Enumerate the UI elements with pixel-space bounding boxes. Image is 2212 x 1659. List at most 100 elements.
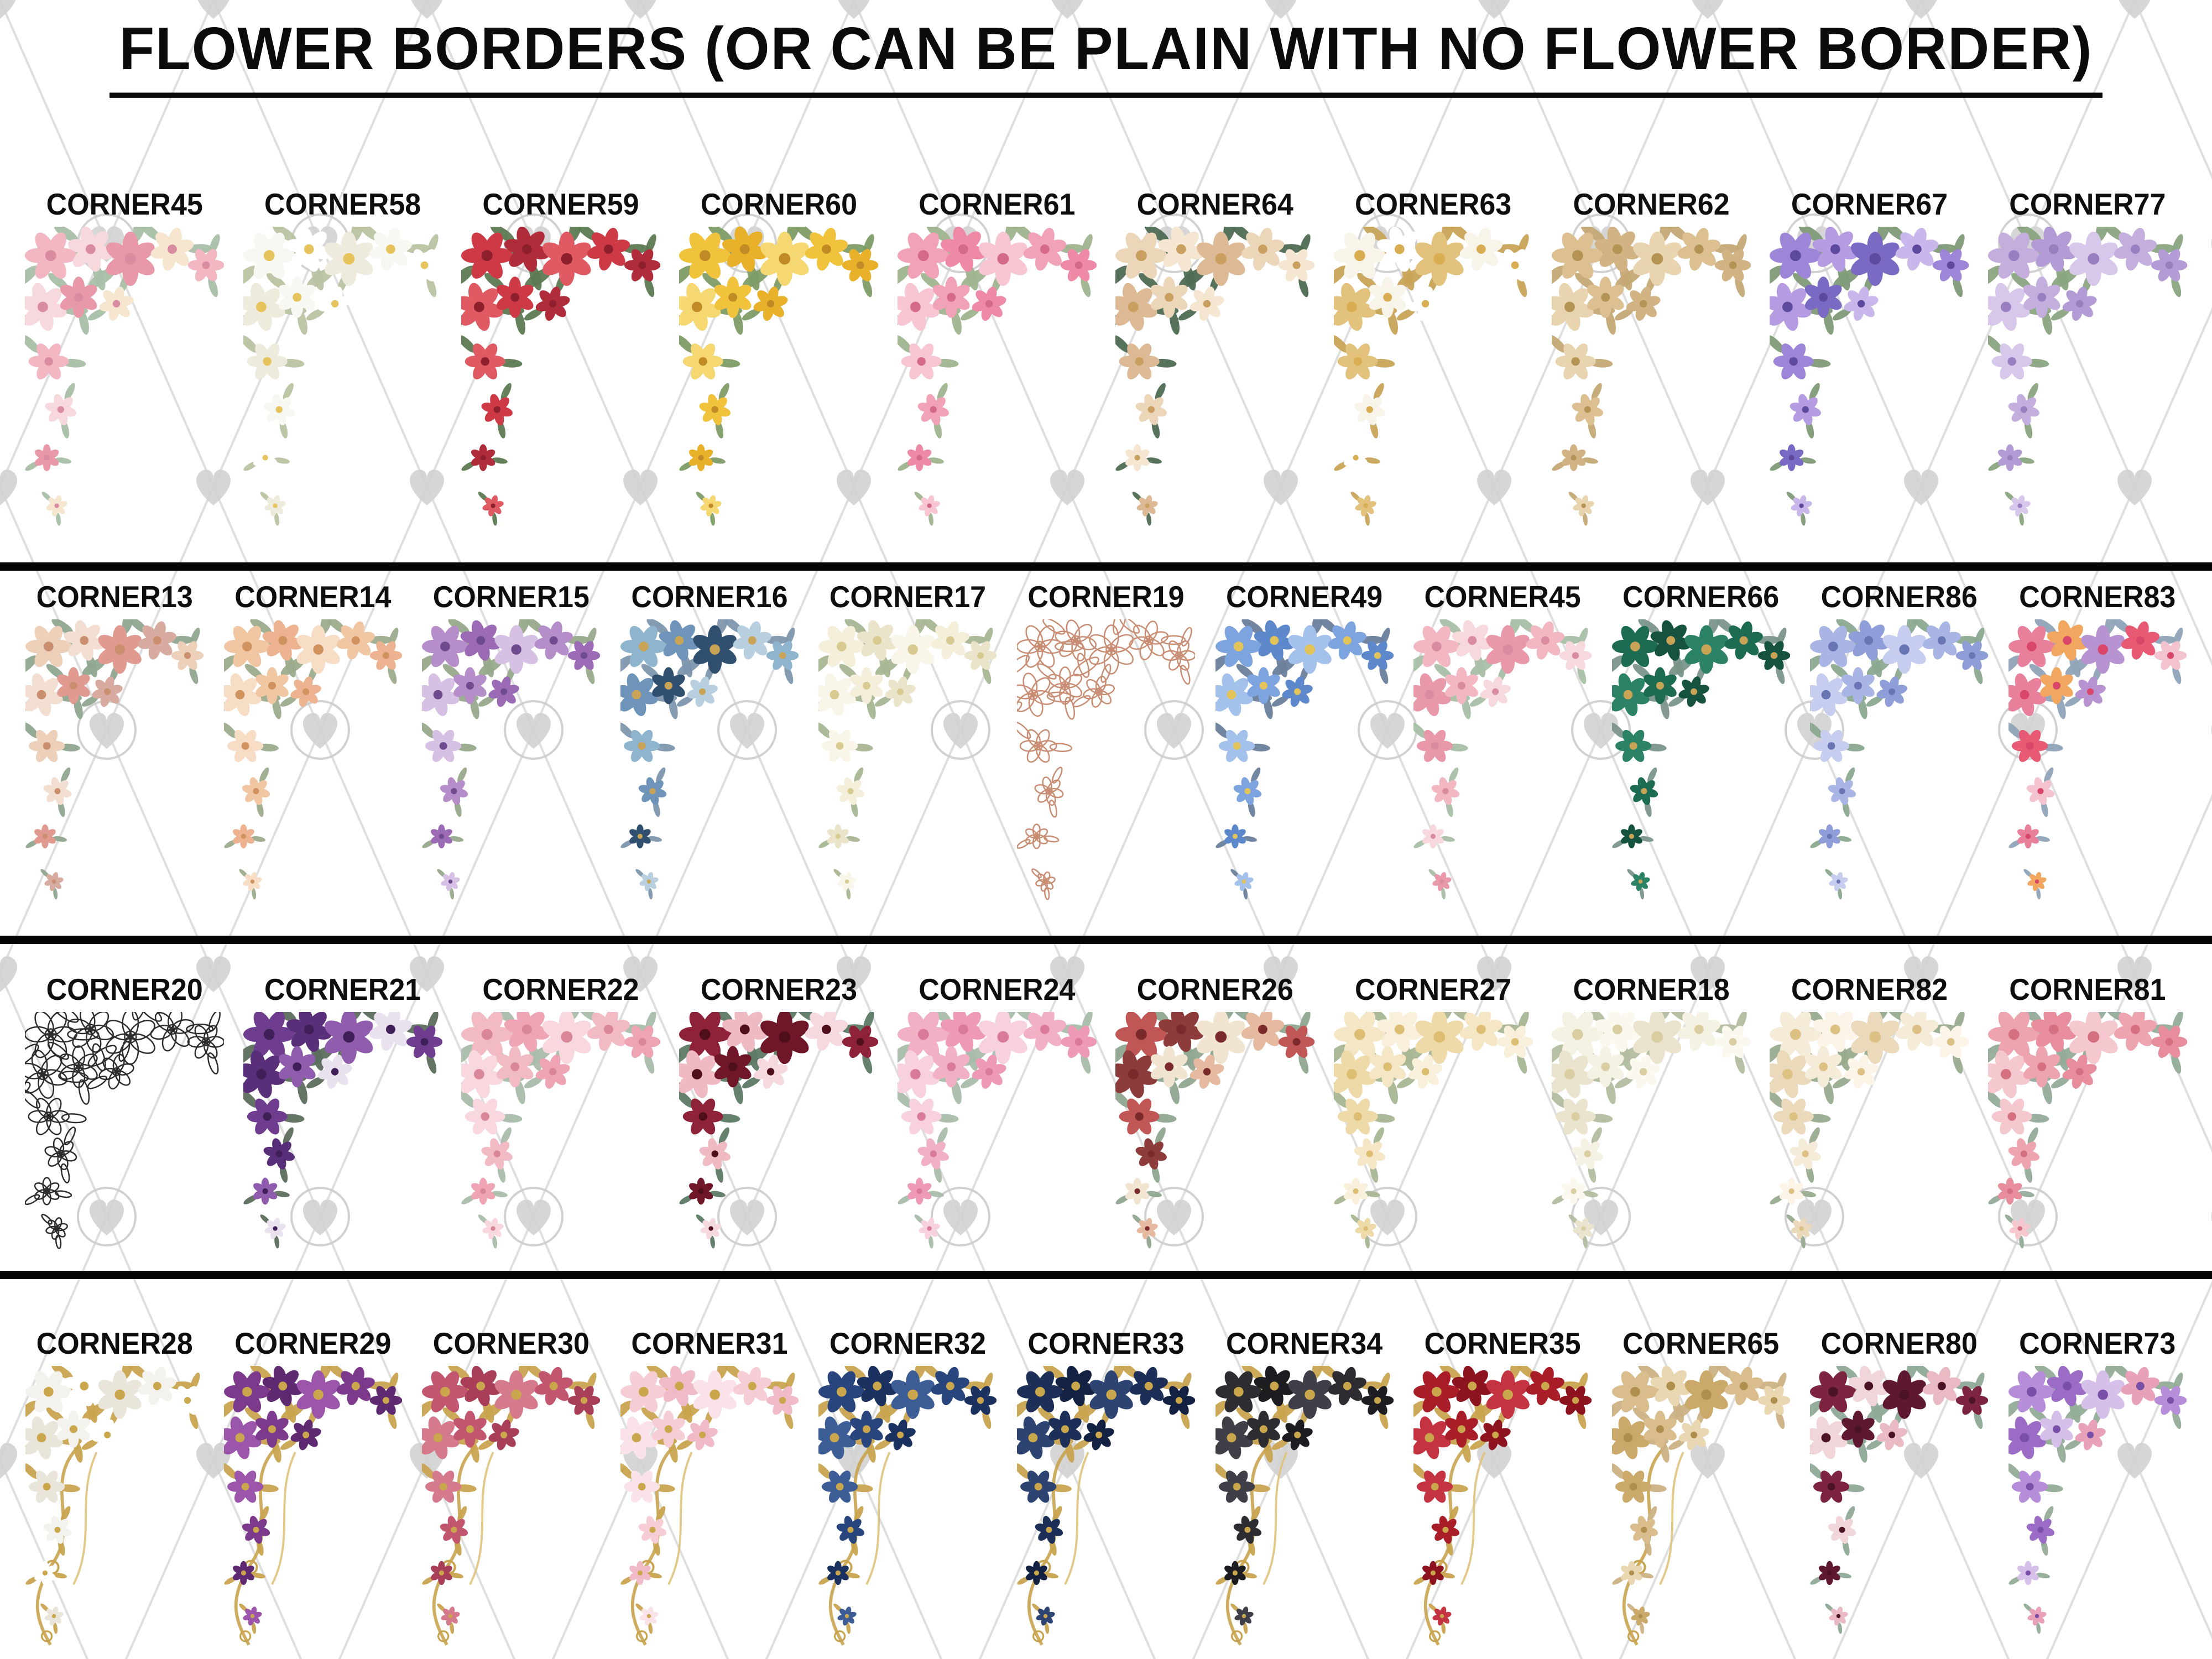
corner-item: CORNER17 bbox=[808, 581, 1007, 921]
corner-item: CORNER28 bbox=[15, 1327, 214, 1653]
corner-item: CORNER34 bbox=[1205, 1327, 1404, 1653]
corner-row-2: CORNER13 CORNER14 CORNER15 CORNER16 CORNER17… bbox=[15, 581, 2197, 921]
corner-flower-graphic bbox=[243, 1012, 442, 1249]
corner-item: CORNER45 bbox=[1404, 581, 1602, 921]
corner-item: CORNER15 bbox=[412, 581, 611, 921]
corner-flower-graphic bbox=[1810, 1366, 1989, 1634]
corner-row-1: CORNER45 CORNER58 CORNER59 CORNER60 CORNER61… bbox=[15, 188, 2197, 547]
corner-label: CORNER30 bbox=[432, 1327, 589, 1361]
corner-label: CORNER33 bbox=[1027, 1327, 1185, 1361]
corner-label: CORNER82 bbox=[1791, 973, 1948, 1007]
corner-item: CORNER24 bbox=[888, 973, 1106, 1261]
corner-item: CORNER31 bbox=[611, 1327, 809, 1653]
corner-row-4: CORNER28 CORNER29 CORNER30 CORNER31 CORNER32… bbox=[15, 1327, 2197, 1653]
corner-flower-graphic bbox=[1552, 227, 1751, 526]
corner-label: CORNER67 bbox=[1791, 187, 1948, 222]
corner-label: CORNER18 bbox=[1573, 973, 1730, 1007]
corner-flower-graphic bbox=[422, 619, 601, 900]
page-header: FLOWER BORDERS (OR CAN BE PLAIN WITH NO … bbox=[0, 15, 2212, 98]
page-title: FLOWER BORDERS (OR CAN BE PLAIN WITH NO … bbox=[109, 15, 2103, 98]
corner-flower-graphic bbox=[461, 227, 661, 526]
corner-item: CORNER86 bbox=[1800, 581, 1999, 921]
corner-label: CORNER80 bbox=[1820, 1327, 1978, 1361]
corner-item: CORNER27 bbox=[1324, 973, 1542, 1261]
corner-row-3: CORNER20 CORNER21 CORNER22 CORNER23 CORNER24… bbox=[15, 973, 2197, 1261]
corner-label: CORNER86 bbox=[1820, 580, 1978, 614]
corner-flower-graphic bbox=[1987, 1012, 2187, 1249]
corner-item: CORNER59 bbox=[452, 188, 670, 547]
row-divider-3 bbox=[0, 1271, 2212, 1279]
corner-flower-graphic bbox=[620, 619, 799, 900]
corner-item: CORNER35 bbox=[1404, 1327, 1602, 1653]
corner-item: CORNER22 bbox=[452, 973, 670, 1261]
corner-flower-graphic bbox=[25, 227, 225, 526]
corner-flower-graphic bbox=[818, 1366, 997, 1646]
corner-label: CORNER34 bbox=[1225, 1327, 1383, 1361]
corner-flower-graphic bbox=[25, 619, 204, 900]
corner-item: CORNER32 bbox=[808, 1327, 1007, 1653]
corner-label: CORNER23 bbox=[700, 973, 858, 1007]
corner-label: CORNER21 bbox=[264, 973, 421, 1007]
corner-flower-graphic bbox=[1215, 619, 1394, 900]
corner-item: CORNER45 bbox=[15, 188, 233, 547]
corner-flower-graphic bbox=[1987, 227, 2187, 526]
corner-item: CORNER82 bbox=[1760, 973, 1978, 1261]
corner-label: CORNER64 bbox=[1136, 187, 1293, 222]
corner-label: CORNER66 bbox=[1623, 580, 1780, 614]
corner-flower-graphic bbox=[679, 1012, 879, 1249]
row-divider-1 bbox=[0, 562, 2212, 571]
corner-flower-graphic bbox=[818, 619, 997, 900]
corner-label: CORNER83 bbox=[2019, 580, 2176, 614]
corner-item: CORNER73 bbox=[1998, 1327, 2197, 1653]
corner-flower-graphic bbox=[1115, 1012, 1315, 1249]
corner-item: CORNER80 bbox=[1800, 1327, 1999, 1653]
corner-label: CORNER73 bbox=[2019, 1327, 2176, 1361]
corner-flower-graphic bbox=[1552, 1012, 1751, 1249]
corner-item: CORNER14 bbox=[214, 581, 413, 921]
corner-flower-graphic bbox=[422, 1366, 601, 1646]
corner-item: CORNER33 bbox=[1007, 1327, 1206, 1653]
corner-flower-graphic bbox=[461, 1012, 661, 1249]
corner-flower-graphic bbox=[223, 1366, 402, 1646]
corner-item: CORNER62 bbox=[1542, 188, 1760, 547]
corner-flower-graphic bbox=[897, 227, 1097, 526]
corner-label: CORNER45 bbox=[1424, 580, 1581, 614]
corner-item: CORNER63 bbox=[1324, 188, 1542, 547]
corner-item: CORNER13 bbox=[15, 581, 214, 921]
corner-flower-graphic bbox=[1017, 1366, 1195, 1646]
corner-label: CORNER26 bbox=[1136, 973, 1293, 1007]
corner-item: CORNER29 bbox=[214, 1327, 413, 1653]
corner-flower-graphic bbox=[1611, 619, 1790, 900]
corner-item: CORNER18 bbox=[1542, 973, 1760, 1261]
corner-label: CORNER59 bbox=[482, 187, 639, 222]
corner-label: CORNER49 bbox=[1225, 580, 1383, 614]
corner-item: CORNER77 bbox=[1979, 188, 2197, 547]
corner-label: CORNER20 bbox=[46, 973, 203, 1007]
corner-flower-graphic bbox=[620, 1366, 799, 1646]
corner-item: CORNER16 bbox=[611, 581, 809, 921]
corner-item: CORNER26 bbox=[1106, 973, 1324, 1261]
corner-flower-graphic bbox=[1333, 227, 1533, 526]
corner-flower-graphic bbox=[897, 1012, 1097, 1249]
corner-item: CORNER23 bbox=[670, 973, 888, 1261]
corner-label: CORNER28 bbox=[36, 1327, 193, 1361]
corner-label: CORNER27 bbox=[1355, 973, 1512, 1007]
corner-item: CORNER19 bbox=[1007, 581, 1206, 921]
corner-label: CORNER29 bbox=[234, 1327, 392, 1361]
corner-flower-graphic bbox=[1611, 1366, 1790, 1646]
corner-item: CORNER61 bbox=[888, 188, 1106, 547]
corner-flower-graphic bbox=[1333, 1012, 1533, 1249]
corner-item: CORNER64 bbox=[1106, 188, 1324, 547]
corner-item: CORNER49 bbox=[1205, 581, 1404, 921]
corner-item: CORNER65 bbox=[1601, 1327, 1800, 1653]
corner-flower-graphic bbox=[1413, 619, 1592, 900]
corner-label: CORNER45 bbox=[46, 187, 203, 222]
corner-item: CORNER58 bbox=[233, 188, 451, 547]
corner-flower-graphic bbox=[1215, 1366, 1394, 1646]
corner-flower-graphic bbox=[223, 619, 402, 900]
corner-label: CORNER61 bbox=[919, 187, 1076, 222]
corner-label: CORNER62 bbox=[1573, 187, 1730, 222]
corner-label: CORNER63 bbox=[1355, 187, 1512, 222]
corner-item: CORNER81 bbox=[1979, 973, 2197, 1261]
